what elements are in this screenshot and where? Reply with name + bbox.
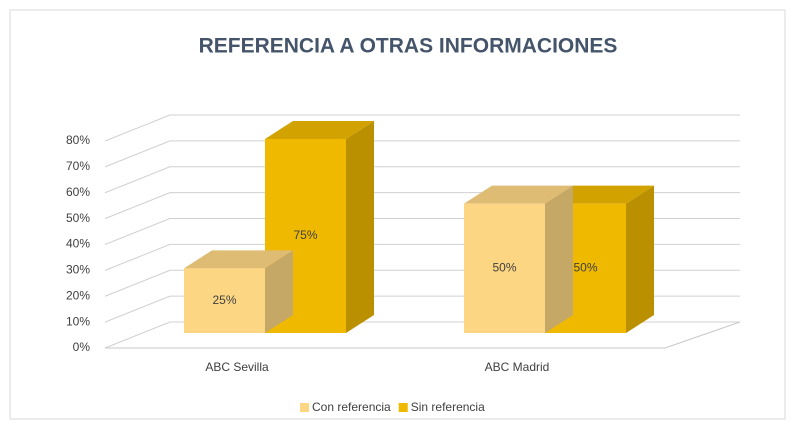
value-label: 50% [492,260,516,274]
y-tick-label: 40% [66,237,90,251]
chart-border [9,9,786,420]
grid-line-side [104,295,171,323]
grid-line-side [104,243,171,271]
y-tick-label: 20% [66,288,90,302]
floor-right [664,321,741,349]
y-tick-label: 30% [66,263,90,277]
y-tick-label: 50% [66,211,90,225]
legend-label: Con referencia [312,400,391,414]
bar-side [346,120,374,333]
grid-line-side [104,114,171,142]
grid-line-side [104,321,171,349]
grid-line-side [104,140,171,168]
bar-top [184,250,293,269]
y-tick-label: 60% [66,185,90,199]
bar-top [265,120,374,139]
legend-swatch [300,403,309,412]
x-tick-label: ABC Sevilla [205,360,269,374]
y-tick-label: 70% [66,159,90,173]
bar-top [464,185,573,204]
grid-line-side [104,218,171,245]
grid-line-side [104,166,171,194]
x-tick-label: ABC Madrid [485,360,550,374]
bar-side [545,185,573,333]
chart-title: REFERENCIA A OTRAS INFORMACIONES [199,35,618,58]
y-tick-label: 80% [66,133,90,147]
legend-swatch [398,403,408,412]
y-tick-label: 10% [66,314,90,328]
grid-line-side [104,192,171,220]
value-label: 75% [293,228,317,242]
grid-line-side [104,269,171,297]
bar [184,268,265,333]
bar-side [265,250,293,333]
legend-label: Sin referencia [411,400,485,414]
y-tick-label: 0% [73,340,91,354]
value-label: 50% [573,260,597,274]
value-label: 25% [212,293,236,307]
bar [464,203,545,333]
bar-side [626,185,654,333]
